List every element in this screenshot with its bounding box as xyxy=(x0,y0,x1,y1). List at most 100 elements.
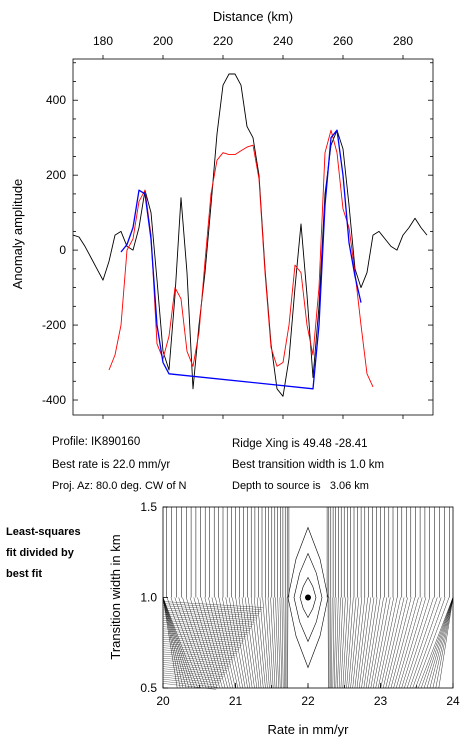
contour-line xyxy=(438,597,454,689)
contour-line xyxy=(232,597,248,689)
contour-line xyxy=(344,597,351,689)
contour-line xyxy=(222,597,241,689)
bottom-ytick-label: 1.0 xyxy=(140,591,157,605)
contour-line xyxy=(211,597,233,689)
contour-line xyxy=(225,597,243,689)
contour-line xyxy=(432,597,454,689)
contour-line xyxy=(162,641,241,648)
bottom-xtick-label: 24 xyxy=(446,694,460,708)
contour-line xyxy=(265,597,272,689)
contour-line xyxy=(421,597,454,689)
contour-line xyxy=(204,597,228,689)
contour-line xyxy=(162,622,252,629)
contour-line xyxy=(162,597,190,689)
contour-line xyxy=(162,597,181,689)
bottom-ytick-label: 1.5 xyxy=(140,500,157,514)
contour-line xyxy=(335,597,339,689)
contour-line xyxy=(373,597,391,689)
contour-line xyxy=(162,597,184,689)
contour-line xyxy=(248,597,260,689)
contour-line xyxy=(186,597,215,689)
contour-line xyxy=(245,597,257,689)
contour-line xyxy=(352,597,362,689)
contour-line xyxy=(256,597,266,689)
bottom-xtick-label: 21 xyxy=(229,694,243,708)
contour-line xyxy=(375,597,394,689)
contour-line xyxy=(368,597,384,689)
contour-line xyxy=(361,597,375,689)
contour-line xyxy=(401,597,430,689)
contour-line xyxy=(380,597,401,689)
bottom-ytick-label: 0.5 xyxy=(140,681,157,695)
top-xtick-label: 260 xyxy=(333,34,353,48)
bottom-xtick-label: 20 xyxy=(156,694,170,708)
contour-line xyxy=(162,674,222,682)
contour-line xyxy=(388,597,412,689)
contour-line xyxy=(162,616,255,623)
contour-line xyxy=(189,597,218,689)
contour-line xyxy=(162,613,256,621)
contour-line xyxy=(337,597,341,689)
contour-line xyxy=(162,618,254,625)
contour-line xyxy=(365,597,381,689)
contour-line xyxy=(162,632,246,640)
contour-line xyxy=(162,683,217,690)
top-xtick-label: 200 xyxy=(153,34,173,48)
depth-text: Depth to source is 3.06 km xyxy=(232,480,369,492)
contour-line xyxy=(435,597,454,689)
contour-line xyxy=(270,597,276,689)
contour-line xyxy=(406,597,438,689)
contour-line xyxy=(281,597,284,689)
contour-line xyxy=(174,597,207,689)
bottom-xtick-label: 23 xyxy=(374,694,388,708)
contour-line xyxy=(162,626,249,633)
contour-line xyxy=(277,597,281,689)
contour-line xyxy=(162,630,247,638)
contour-line xyxy=(162,597,193,689)
contour-line xyxy=(359,597,371,689)
top-ytick-label: 0 xyxy=(59,243,66,257)
contour-line xyxy=(162,603,262,610)
contour-line xyxy=(162,651,235,659)
contour-line xyxy=(363,597,378,689)
contour-line xyxy=(378,597,398,689)
bottom-xtick-label: 22 xyxy=(301,694,315,708)
contour-line xyxy=(170,597,204,689)
contour-line xyxy=(354,597,365,689)
contour-line xyxy=(396,597,423,689)
contour-line xyxy=(162,611,258,619)
contour-line xyxy=(267,597,274,689)
contour-line xyxy=(178,597,210,689)
bottom-xlabel: Rate in mm/yr xyxy=(268,722,350,737)
contour-line xyxy=(162,597,178,689)
contour-line xyxy=(383,597,405,689)
contour-line xyxy=(162,624,250,631)
contour-ring xyxy=(299,576,317,619)
top-ylabel: Anomaly amplitude xyxy=(10,179,25,290)
contour-line xyxy=(162,664,228,671)
contour-ring xyxy=(287,526,329,669)
best-rate-text: Best rate is 22.0 mm/yr xyxy=(52,459,171,471)
contour-line xyxy=(162,639,242,646)
contour-line xyxy=(272,597,278,689)
contour-line xyxy=(162,620,253,627)
bottom-axes: 20 21 22 23 24 0.5 1.0 1.5 xyxy=(140,500,460,708)
best-fit-point xyxy=(305,594,311,601)
proj-az-text: Proj. Az: 80.0 deg. CW of N xyxy=(52,480,187,492)
contour-line xyxy=(215,597,236,689)
contour-line xyxy=(404,597,434,689)
contour-line xyxy=(356,597,368,689)
contour-line xyxy=(385,597,408,689)
contour-line xyxy=(162,597,187,689)
best-width-text: Best transition width is 1.0 km xyxy=(232,459,385,471)
contour-line xyxy=(241,597,255,689)
contour-line xyxy=(262,597,270,689)
top-ytick-label: -400 xyxy=(42,393,66,407)
contour-line xyxy=(162,601,264,608)
contour-line xyxy=(162,653,234,661)
contour-line xyxy=(342,597,349,689)
contour-line xyxy=(409,597,442,689)
contour-line xyxy=(162,645,238,652)
top-axes: 180 200 220 240 260 280 -400 -200 0 200 400 xyxy=(42,34,433,419)
